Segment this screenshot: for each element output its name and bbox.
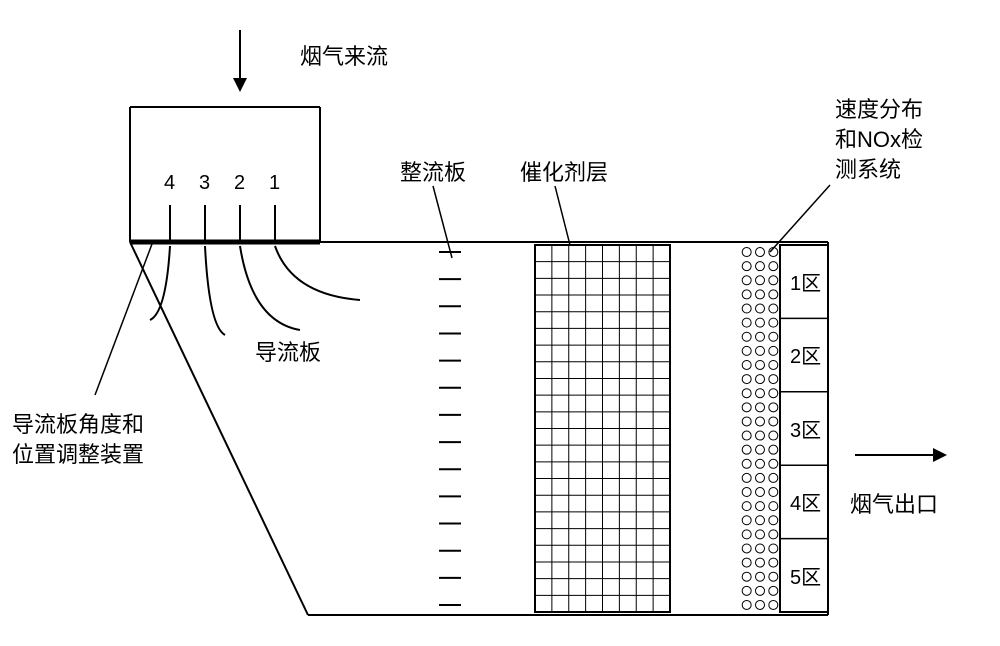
diagram-svg [0, 0, 1000, 646]
